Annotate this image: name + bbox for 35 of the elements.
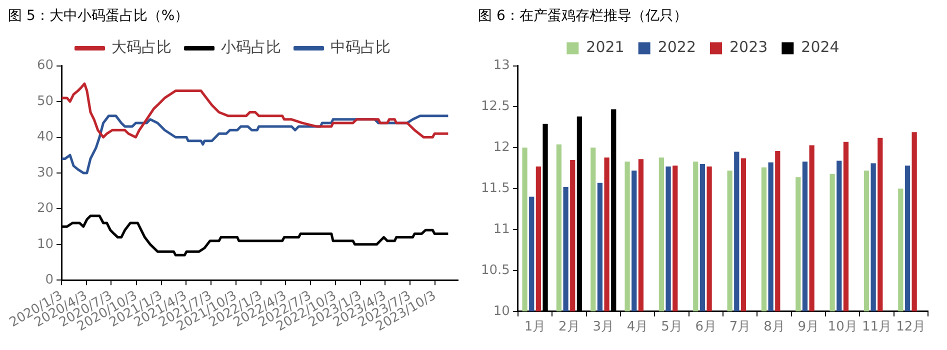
x-tick-label: 3月 <box>592 320 614 335</box>
y-tick-label: 11 <box>493 222 510 237</box>
legend-label: 小码占比 <box>220 38 281 56</box>
y-tick-label: 40 <box>37 130 54 145</box>
y-tick-label: 60 <box>37 58 54 74</box>
y-tick-label: 20 <box>37 201 54 216</box>
y-tick-label: 10 <box>37 236 54 252</box>
y-tick-label: 11.5 <box>480 180 510 196</box>
y-tick-label: 10 <box>493 304 510 319</box>
x-tick-label: 4月 <box>626 320 648 335</box>
y-tick-label: 10.5 <box>480 262 510 278</box>
y-tick-label: 13 <box>493 58 510 74</box>
x-tick-label: 9月 <box>798 320 820 335</box>
x-tick-label: 2月 <box>558 320 580 335</box>
x-tick-label: 6月 <box>695 320 717 335</box>
x-tick-label: 7月 <box>729 320 751 335</box>
x-tick-label: 11月 <box>862 320 892 335</box>
y-tick-label: 12.5 <box>480 99 510 114</box>
legend-label: 2021 <box>586 38 624 56</box>
legend-label: 2023 <box>730 38 768 56</box>
y-tick-label: 0 <box>45 272 54 288</box>
legend-label: 2022 <box>658 38 696 56</box>
y-tick-label: 50 <box>37 94 54 109</box>
x-tick-label: 5月 <box>661 320 682 335</box>
legend-label: 2024 <box>801 38 840 56</box>
y-tick-label: 12 <box>493 140 510 156</box>
x-tick-label: 12月 <box>896 320 926 335</box>
x-tick-label: 10月 <box>828 320 858 335</box>
legend-label: 中码占比 <box>330 38 390 56</box>
chart-title: 图 6：在产蛋鸡存栏推导（亿只） <box>478 8 688 24</box>
chart-title: 图 5：大中小码蛋占比（%） <box>8 8 189 24</box>
x-tick-label: 1月 <box>524 320 546 335</box>
legend-label: 大码占比 <box>111 38 172 56</box>
y-tick-label: 30 <box>37 165 54 180</box>
x-tick-label: 8月 <box>764 320 785 335</box>
